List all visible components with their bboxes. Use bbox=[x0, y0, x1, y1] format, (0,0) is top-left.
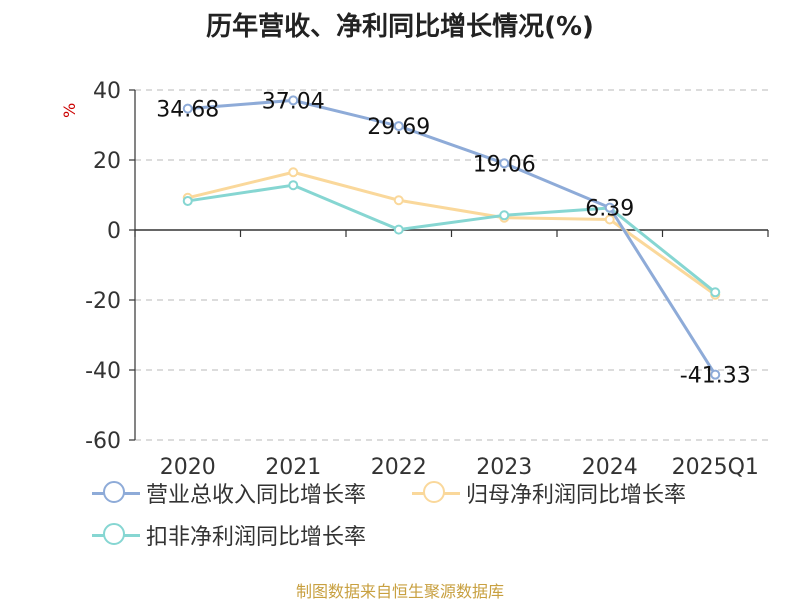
y-tick-label: 40 bbox=[93, 79, 121, 104]
data-point bbox=[182, 103, 193, 114]
legend-swatch-deducted-profit bbox=[92, 522, 140, 548]
data-point bbox=[393, 224, 404, 235]
source-note: 制图数据来自恒生聚源数据库 bbox=[295, 582, 504, 601]
legend-swatch-revenue bbox=[92, 480, 140, 506]
data-point bbox=[288, 95, 299, 106]
y-tick-label: 20 bbox=[93, 149, 121, 174]
data-point bbox=[182, 195, 193, 206]
y-tick-label: -20 bbox=[85, 289, 121, 314]
legend-label-deducted-profit: 扣非净利润同比增长率 bbox=[146, 525, 367, 550]
data-label: 29.69 bbox=[367, 115, 430, 140]
series-line-1 bbox=[187, 170, 717, 296]
series-line-2 bbox=[187, 183, 717, 294]
legend-label-net-profit: 归母净利润同比增长率 bbox=[466, 483, 687, 508]
data-point bbox=[393, 121, 404, 132]
series-lines bbox=[182, 95, 721, 380]
x-tick-label: 2020 bbox=[160, 455, 216, 480]
data-point bbox=[393, 195, 404, 206]
data-point bbox=[288, 180, 299, 191]
data-point bbox=[604, 202, 615, 213]
legend-item-revenue[interactable]: 营业总收入同比增长率 bbox=[92, 478, 366, 508]
data-point bbox=[499, 158, 510, 169]
data-point bbox=[288, 167, 299, 178]
legend-item-deducted-profit[interactable]: 扣非净利润同比增长率 bbox=[92, 520, 366, 550]
data-point bbox=[604, 214, 615, 225]
x-tick-label: 2021 bbox=[265, 455, 321, 480]
data-label: 19.06 bbox=[473, 152, 536, 177]
data-label: 34.68 bbox=[156, 98, 219, 123]
data-labels: 34.68 37.04 29.69 19.06 6.39 -41.33 bbox=[156, 89, 750, 388]
legend-label-revenue: 营业总收入同比增长率 bbox=[146, 483, 367, 508]
x-tick-label: 2023 bbox=[476, 455, 532, 480]
x-tick-label: 2024 bbox=[582, 455, 638, 480]
data-label: 37.04 bbox=[262, 89, 325, 114]
y-tick-label: -40 bbox=[85, 359, 121, 384]
series-line-0 bbox=[187, 98, 717, 376]
legend-swatch-net-profit bbox=[412, 480, 460, 506]
y-axis-unit: % bbox=[60, 102, 79, 118]
data-label: 6.39 bbox=[585, 197, 634, 222]
x-tick-label: 2022 bbox=[371, 455, 427, 480]
x-tick-label: 2025Q1 bbox=[672, 455, 759, 480]
legend-item-net-profit[interactable]: 归母净利润同比增长率 bbox=[412, 478, 686, 508]
y-tick-label: -60 bbox=[85, 429, 121, 454]
chart-title: 历年营收、净利同比增长情况(%) bbox=[206, 12, 594, 42]
data-point bbox=[710, 369, 721, 380]
data-point bbox=[710, 287, 721, 298]
axes: 40 20 0 -20 -40 -60 2020 2021 2022 2023 2024 2025Q1 bbox=[85, 79, 769, 480]
y-tick-label: 0 bbox=[107, 219, 121, 244]
data-label: -41.33 bbox=[680, 364, 751, 389]
data-point bbox=[499, 210, 510, 221]
